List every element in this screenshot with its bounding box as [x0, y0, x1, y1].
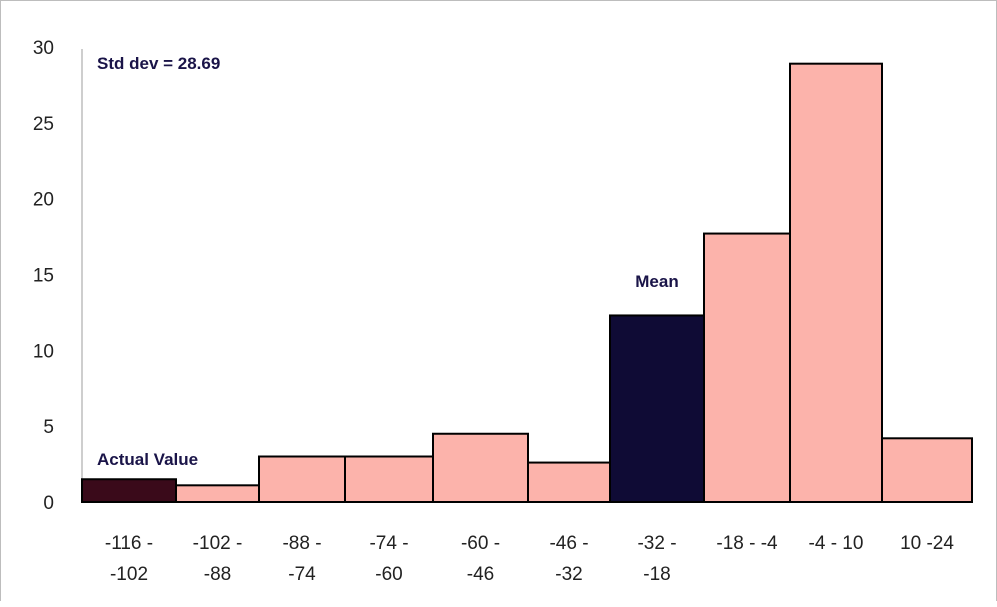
y-tick-label: 25 [33, 114, 54, 135]
y-tick-label: 5 [43, 417, 54, 438]
x-tick-label: -116 --102 [105, 533, 153, 585]
bar-8 [789, 62, 883, 504]
x-tick-label: -46 --32 [549, 533, 588, 585]
bar-4 [432, 432, 529, 503]
x-tick-label: -4 - 10 [809, 533, 864, 554]
x-tick-label: 10 -24 [900, 533, 954, 554]
bar-2 [258, 455, 346, 503]
bar-3 [344, 455, 434, 503]
x-tick-label: -60 --46 [461, 533, 500, 585]
mean-annotation: Mean [635, 272, 678, 291]
y-tick-label: 10 [33, 341, 54, 362]
x-tick-label: -74 --60 [369, 533, 408, 585]
bar-7 [703, 232, 791, 504]
bar-9 [881, 437, 973, 503]
y-tick-label: 30 [33, 38, 54, 59]
x-tick-label: -18 - -4 [716, 533, 778, 554]
actual-value-annotation: Actual Value [97, 450, 198, 469]
bar-6 [609, 314, 705, 504]
x-tick-label: -32 --18 [637, 533, 676, 585]
bar-1 [175, 484, 260, 504]
bar-5 [527, 461, 611, 504]
y-tick-label: 0 [43, 493, 54, 514]
x-tick-label: -88 --74 [282, 533, 321, 585]
std-dev-annotation: Std dev = 28.69 [97, 54, 220, 73]
bar-0 [81, 478, 177, 503]
y-tick-label: 20 [33, 190, 54, 211]
y-tick-label: 15 [33, 266, 54, 287]
x-tick-label: -102 --88 [193, 533, 243, 585]
